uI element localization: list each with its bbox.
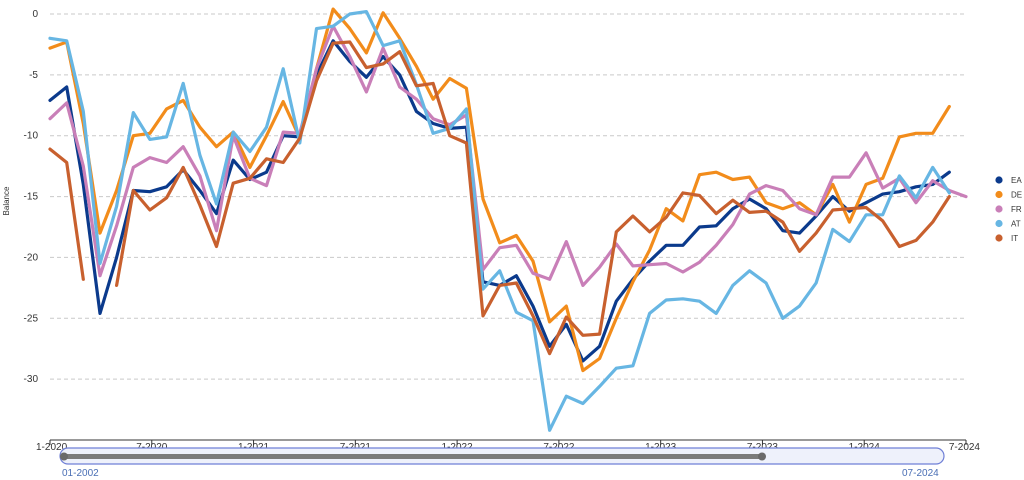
range-slider-selection[interactable] xyxy=(64,454,762,459)
legend-marker-it xyxy=(995,234,1003,242)
series-it xyxy=(48,40,951,356)
series-line-de xyxy=(48,7,951,373)
y-tick-label: -15 xyxy=(24,192,39,203)
range-slider-end-handle[interactable] xyxy=(758,452,766,461)
series-de xyxy=(48,7,951,373)
legend-label-ea: EA xyxy=(1011,176,1022,185)
legend-marker-ea xyxy=(995,176,1003,184)
y-tick-label: 0 xyxy=(32,9,38,20)
x-tick-label: 7-2024 xyxy=(949,442,981,453)
y-tick-label: -20 xyxy=(24,252,39,263)
legend-marker-de xyxy=(995,190,1003,199)
range-slider[interactable] xyxy=(59,447,945,465)
grid-lines xyxy=(50,13,966,380)
legend-marker-at xyxy=(995,219,1003,228)
y-axis: 0 -5 -10 -15 -20 -25 -30 xyxy=(24,9,39,385)
y-tick-label: -10 xyxy=(24,131,39,142)
series-at xyxy=(48,10,951,432)
series-line-it xyxy=(48,40,951,356)
legend-label-it: IT xyxy=(1011,234,1018,243)
range-slider-start-handle[interactable] xyxy=(60,452,68,461)
legend: EA DE FR AT IT xyxy=(995,176,1022,243)
range-start-label: 01-2002 xyxy=(62,468,99,479)
y-tick-label: -5 xyxy=(29,70,38,81)
legend-label-at: AT xyxy=(1011,220,1021,229)
series-line-at xyxy=(48,10,951,432)
series-line-fr xyxy=(48,24,968,287)
legend-label-fr: FR xyxy=(1011,205,1022,214)
y-axis-title: Balance xyxy=(2,186,11,215)
legend-marker-fr xyxy=(995,205,1003,213)
range-end-label: 07-2024 xyxy=(902,468,939,479)
y-tick-label: -25 xyxy=(24,313,39,324)
series-fr xyxy=(48,24,968,287)
series-lines xyxy=(48,7,968,432)
y-tick-label: -30 xyxy=(24,374,39,385)
x-tick-label: 1-2020 xyxy=(36,442,68,453)
legend-label-de: DE xyxy=(1011,191,1022,200)
